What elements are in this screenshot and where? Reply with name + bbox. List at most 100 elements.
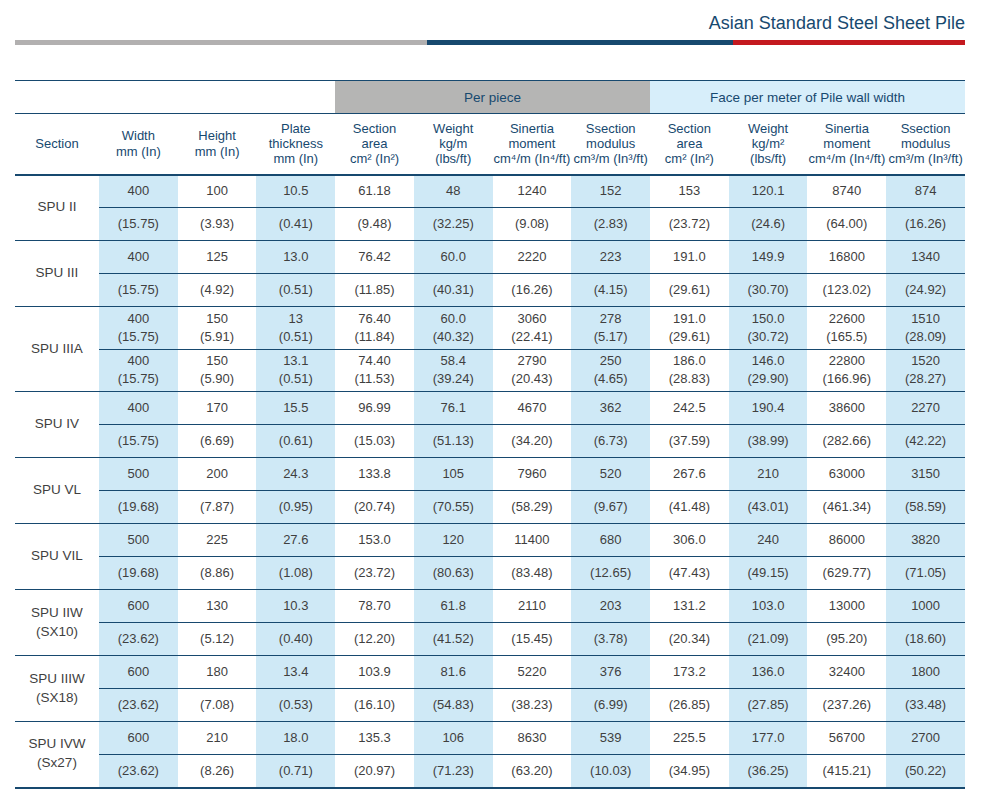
table-cell: (51.13) xyxy=(414,425,493,458)
table-cell: (34.20) xyxy=(493,425,572,458)
table-cell: 2700 xyxy=(886,722,965,755)
table-cell: 13000 xyxy=(807,590,886,623)
table-cell: (8.86) xyxy=(178,557,257,590)
table-cell: (20.74) xyxy=(335,491,414,524)
table-cell: 61.18 xyxy=(335,175,414,208)
table-row: (23.62)(5.12)(0.40)(12.20)(41.52)(15.45)… xyxy=(15,623,965,656)
table-row: SPU VL50020024.3133.81057960520267.62106… xyxy=(15,458,965,491)
table-cell: 120 xyxy=(414,524,493,557)
table-cell: 78.70 xyxy=(335,590,414,623)
column-header-7: Ssection modulus cm³/m (In³/ft) xyxy=(571,114,650,175)
table-cell: 177.0 xyxy=(729,722,808,755)
table-cell: 32400 xyxy=(807,656,886,689)
table-cell: (41.48) xyxy=(650,491,729,524)
table-cell: (24.92) xyxy=(886,274,965,307)
table-cell: 173.2 xyxy=(650,656,729,689)
table-cell: (15.75) xyxy=(99,208,178,241)
table-cell: 153 xyxy=(650,175,729,208)
table-cell: 10.5 xyxy=(256,175,335,208)
table-cell: 27.6 xyxy=(256,524,335,557)
table-cell: 8630 xyxy=(493,722,572,755)
table-cell: (64.00) xyxy=(807,208,886,241)
table-cell: (12.65) xyxy=(571,557,650,590)
table-cell: 13 (0.51) xyxy=(256,307,335,350)
table-cell: (41.52) xyxy=(414,623,493,656)
table-cell: 16800 xyxy=(807,241,886,274)
table-cell: 56700 xyxy=(807,722,886,755)
table-cell: 223 xyxy=(571,241,650,274)
table-cell: 1520 (28.27) xyxy=(886,349,965,392)
table-cell: (70.55) xyxy=(414,491,493,524)
table-cell: 150 (5.91) xyxy=(178,307,257,350)
section-cell: SPU IVW (Sx27) xyxy=(15,722,99,788)
table-cell: 1000 xyxy=(886,590,965,623)
column-header-4: Section area cm² (In²) xyxy=(335,114,414,175)
table-row: (15.75)(4.92)(0.51)(11.85)(40.31)(16.26)… xyxy=(15,274,965,307)
table-cell: 362 xyxy=(571,392,650,425)
table-cell: 240 xyxy=(729,524,808,557)
table-cell: (23.72) xyxy=(335,557,414,590)
section-cell: SPU VL xyxy=(15,458,99,524)
spec-table: Per pieceFace per meter of Pile wall wid… xyxy=(15,80,965,789)
table-cell: (23.72) xyxy=(650,208,729,241)
table-cell: 74.40 (11.53) xyxy=(335,349,414,392)
table-cell: (27.85) xyxy=(729,689,808,722)
table-cell: 500 xyxy=(99,524,178,557)
table-cell: (58.29) xyxy=(493,491,572,524)
table-cell: (38.99) xyxy=(729,425,808,458)
table-cell: (16.26) xyxy=(886,208,965,241)
table-cell: 150 (5.90) xyxy=(178,349,257,392)
table-cell: (9.67) xyxy=(571,491,650,524)
table-cell: (10.03) xyxy=(571,755,650,788)
table-cell: 150.0 (30.72) xyxy=(729,307,808,350)
table-cell: 874 xyxy=(886,175,965,208)
table-row: (23.62)(7.08)(0.53)(16.10)(54.83)(38.23)… xyxy=(15,689,965,722)
table-cell: (83.48) xyxy=(493,557,572,590)
column-header-8: Section area cm² (In²) xyxy=(650,114,729,175)
group-header-row: Per pieceFace per meter of Pile wall wid… xyxy=(15,81,965,114)
table-cell: 267.6 xyxy=(650,458,729,491)
table-cell: 680 xyxy=(571,524,650,557)
table-cell: 60.0 xyxy=(414,241,493,274)
table-cell: (4.92) xyxy=(178,274,257,307)
group-header-empty xyxy=(15,81,335,114)
table-row: SPU III40012513.076.4260.02220223191.014… xyxy=(15,241,965,274)
table-cell: 131.2 xyxy=(650,590,729,623)
column-header-1: Width mm (In) xyxy=(99,114,178,175)
table-cell: 48 xyxy=(414,175,493,208)
table-row: SPU VIL50022527.6153.012011400680306.024… xyxy=(15,524,965,557)
table-cell: 76.40 (11.84) xyxy=(335,307,414,350)
table-cell: 86000 xyxy=(807,524,886,557)
table-cell: (1.08) xyxy=(256,557,335,590)
table-cell: (23.62) xyxy=(99,689,178,722)
table-cell: 180 xyxy=(178,656,257,689)
table-row: (23.62)(8.26)(0.71)(20.97)(71.23)(63.20)… xyxy=(15,755,965,788)
table-cell: (58.59) xyxy=(886,491,965,524)
table-cell: 250 (4.65) xyxy=(571,349,650,392)
table-cell: (40.31) xyxy=(414,274,493,307)
table-cell: 1340 xyxy=(886,241,965,274)
table-cell: 225 xyxy=(178,524,257,557)
column-header-9: Weight kg/m² (lbs/ft) xyxy=(729,114,808,175)
table-cell: (9.08) xyxy=(493,208,572,241)
table-cell: (7.08) xyxy=(178,689,257,722)
table-cell: 200 xyxy=(178,458,257,491)
table-cell: 58.4 (39.24) xyxy=(414,349,493,392)
table-cell: 96.99 xyxy=(335,392,414,425)
table-cell: (3.93) xyxy=(178,208,257,241)
table-row: SPU IIW (SX10)60013010.378.7061.82110203… xyxy=(15,590,965,623)
table-cell: 106 xyxy=(414,722,493,755)
tricolor-rule xyxy=(15,40,965,45)
table-row: SPU IIIW (SX18)60018013.4103.981.6522037… xyxy=(15,656,965,689)
table-cell: 539 xyxy=(571,722,650,755)
table-cell: (20.97) xyxy=(335,755,414,788)
table-cell: 61.8 xyxy=(414,590,493,623)
table-cell: (16.10) xyxy=(335,689,414,722)
table-cell: 278 (5.17) xyxy=(571,307,650,350)
section-cell: SPU IIW (SX10) xyxy=(15,590,99,656)
table-cell: 600 xyxy=(99,590,178,623)
table-cell: 520 xyxy=(571,458,650,491)
table-cell: 306.0 xyxy=(650,524,729,557)
column-header-11: Ssection modulus cm³/m (In³/ft) xyxy=(886,114,965,175)
table-cell: (47.43) xyxy=(650,557,729,590)
